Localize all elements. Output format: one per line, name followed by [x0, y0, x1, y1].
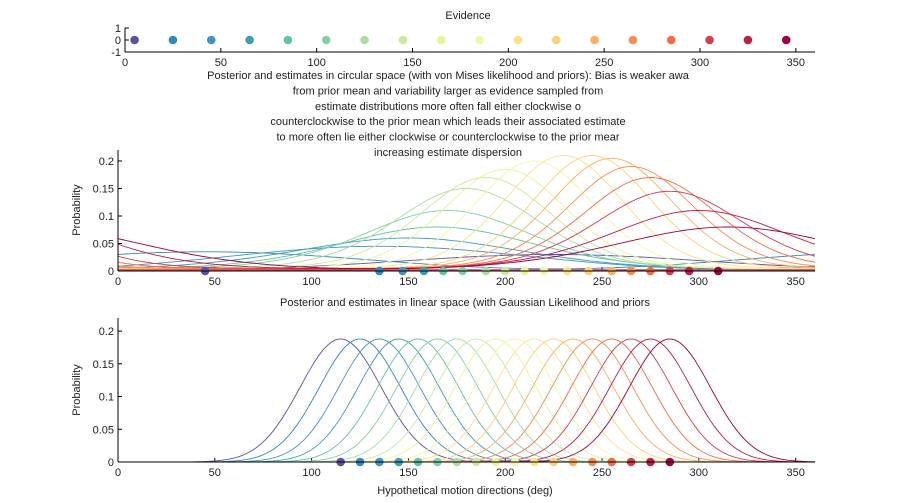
circular-title-line: Posterior and estimates in circular spac… [207, 70, 690, 82]
circular-title-line: increasing estimate dispersion [374, 147, 522, 159]
evidence-point [321, 35, 331, 45]
circular-ytick-label: 0.05 [93, 239, 114, 251]
linear-title: Posterior and estimates in linear space … [280, 297, 650, 309]
circular-ytick-label: 0.15 [93, 184, 114, 196]
circular-xtick-label: 0 [115, 276, 121, 288]
circular-xtick-label: 250 [593, 276, 611, 288]
circular-posterior-line [117, 245, 816, 270]
evidence-point [743, 35, 753, 45]
evidence-ytick-label: 0 [115, 35, 121, 47]
circular-xtick-label: 300 [690, 276, 708, 288]
evidence-point [130, 35, 139, 45]
circular-xtick-label: 150 [399, 276, 417, 288]
linear-xtick-label: 300 [690, 467, 708, 479]
evidence-xtick-label: 250 [595, 57, 613, 69]
circular-xtick-label: 50 [209, 276, 221, 288]
circular-posterior-line [118, 160, 815, 270]
linear-xtick-label: 250 [593, 467, 611, 479]
figure-xlabel: Hypothetical motion directions (deg) [377, 485, 552, 497]
linear-ytick-label: 0.2 [99, 326, 114, 338]
circular-ylabel: Probability [71, 184, 83, 236]
linear-ylabel: Probability [71, 364, 83, 416]
evidence-xtick-label: 150 [403, 57, 421, 69]
circular-xtick-label: 350 [786, 276, 804, 288]
circular-posterior-line [117, 226, 815, 270]
evidence-point [628, 35, 638, 45]
evidence-point [436, 35, 446, 45]
circular-posterior-line [117, 210, 816, 270]
evidence-panel: Evidence 0 50 100 150 200 250 300 350 -101 [111, 10, 815, 69]
evidence-point [168, 35, 178, 45]
circular-ytick-label: 0.2 [99, 156, 114, 168]
evidence-point [398, 35, 408, 45]
evidence-xtick-label: 50 [215, 57, 227, 69]
evidence-point [705, 35, 714, 45]
evidence-point [245, 35, 254, 45]
evidence-xtick-label: 200 [499, 57, 517, 69]
evidence-point [475, 35, 484, 45]
evidence-ytick-label: 1 [115, 23, 121, 35]
circular-title-line: counterclockwise to the prior mean which… [270, 116, 625, 128]
linear-ytick-label: 0.15 [93, 359, 114, 371]
circular-posterior-line [117, 177, 816, 270]
circular-posterior-line [117, 226, 816, 270]
linear-ytick-label: 0 [108, 457, 114, 469]
circular-posterior-line [118, 168, 815, 270]
evidence-point [551, 35, 561, 45]
evidence-point [283, 35, 293, 45]
circular-title-line: estimate distributions more often fall e… [315, 101, 581, 113]
linear-xtick-label: 50 [209, 467, 221, 479]
evidence-point [781, 35, 791, 45]
linear-ytick-label: 0.1 [99, 392, 114, 404]
circular-ytick-label: 0 [108, 266, 114, 278]
evidence-xtick-label: 300 [691, 57, 709, 69]
circular-title-line: from prior mean and variability larger a… [293, 85, 604, 97]
linear-xtick-label: 150 [399, 467, 417, 479]
evidence-point [666, 35, 676, 45]
evidence-point [513, 35, 523, 45]
circular-xtick-label: 100 [302, 276, 320, 288]
circular-ytick-label: 0.1 [99, 211, 114, 223]
evidence-ytick-label: -1 [111, 47, 121, 59]
evidence-xtick-label: 0 [122, 57, 128, 69]
linear-xtick-label: 0 [115, 467, 121, 479]
linear-xtick-label: 100 [302, 467, 320, 479]
evidence-point [590, 35, 599, 45]
circular-panel: Posterior and estimates in circular spac… [71, 70, 816, 288]
evidence-point [206, 35, 216, 45]
circular-posterior-line [117, 237, 816, 270]
circular-title-line: to more often lie either clockwise or co… [277, 132, 620, 144]
evidence-xtick-label: 350 [787, 57, 805, 69]
linear-xtick-label: 200 [496, 467, 514, 479]
evidence-xtick-label: 100 [307, 57, 325, 69]
evidence-point [360, 35, 369, 45]
linear-xtick-label: 350 [786, 467, 804, 479]
circular-xtick-label: 200 [496, 276, 514, 288]
evidence-title: Evidence [445, 10, 490, 22]
linear-ytick-label: 0.05 [93, 424, 114, 436]
linear-panel: Posterior and estimates in linear space … [71, 297, 816, 497]
